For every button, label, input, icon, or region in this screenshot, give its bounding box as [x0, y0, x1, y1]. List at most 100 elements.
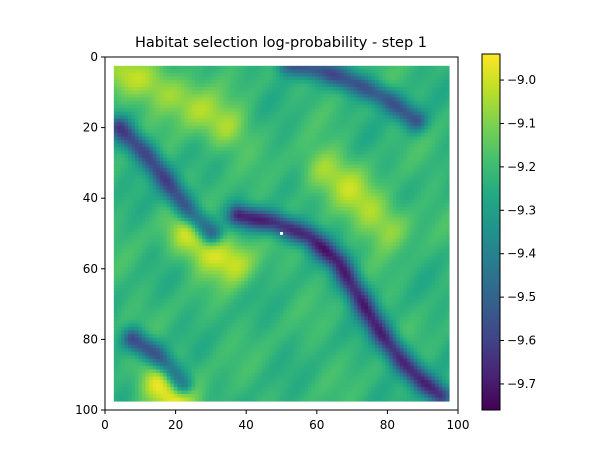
heatmap-cell — [382, 228, 387, 233]
heatmap-cell — [265, 182, 270, 187]
heatmap-cell — [392, 221, 397, 226]
heatmap-cell — [322, 83, 327, 88]
heatmap-cell — [360, 101, 365, 106]
heatmap-cell — [251, 94, 256, 98]
heatmap-cell — [364, 238, 369, 243]
heatmap-cell — [276, 132, 281, 137]
heatmap-cell — [198, 182, 203, 187]
heatmap-cell — [357, 132, 362, 137]
heatmap-cell — [431, 199, 436, 204]
heatmap-cell — [346, 245, 351, 250]
heatmap-cell — [353, 111, 358, 116]
heatmap-cell — [300, 161, 305, 166]
heatmap-cell — [438, 171, 443, 176]
heatmap-cell — [442, 115, 447, 120]
heatmap-cell — [371, 242, 376, 247]
heatmap-cell — [332, 154, 337, 158]
heatmap-cell — [149, 122, 154, 127]
heatmap-cell — [276, 221, 281, 226]
heatmap-cell — [240, 143, 245, 148]
heatmap-cell — [195, 182, 199, 187]
heatmap-cell — [399, 150, 404, 155]
heatmap-cell — [216, 249, 221, 254]
heatmap-cell — [272, 231, 277, 236]
heatmap-cell — [258, 150, 263, 155]
heatmap-cell — [230, 231, 235, 236]
heatmap-cell — [297, 147, 302, 151]
heatmap-cell — [195, 207, 199, 211]
heatmap-cell — [371, 136, 376, 141]
heatmap-cell — [212, 214, 217, 219]
heatmap-cell — [438, 175, 443, 180]
heatmap-cell — [135, 101, 139, 106]
heatmap-cell — [205, 196, 210, 201]
heatmap-cell — [442, 97, 447, 102]
heatmap-cell — [357, 231, 362, 236]
heatmap-cell — [117, 228, 122, 233]
heatmap-cell — [124, 101, 129, 106]
heatmap-cell — [202, 185, 206, 190]
heatmap-cell — [244, 115, 249, 120]
heatmap-cell — [445, 122, 450, 127]
heatmap-cell — [113, 90, 118, 95]
heatmap-cell — [219, 207, 224, 211]
heatmap-cell — [156, 115, 161, 120]
heatmap-cell — [131, 224, 136, 229]
heatmap-cell — [163, 143, 168, 148]
heatmap-cell — [428, 178, 432, 183]
heatmap-cell — [431, 242, 436, 247]
heatmap-cell — [396, 136, 401, 141]
heatmap-cell — [315, 242, 319, 247]
heatmap-cell — [180, 199, 185, 204]
heatmap-cell — [367, 185, 372, 190]
heatmap-cell — [357, 122, 362, 127]
heatmap-cell — [152, 139, 157, 144]
heatmap-cell — [202, 150, 206, 155]
heatmap-cell — [209, 242, 214, 247]
heatmap-cell — [269, 154, 274, 158]
heatmap-cell — [424, 210, 429, 215]
heatmap-cell — [195, 104, 199, 109]
heatmap-cell — [406, 157, 411, 162]
heatmap-cell — [286, 228, 291, 233]
heatmap-cell — [124, 115, 129, 120]
heatmap-cell — [216, 76, 221, 81]
heatmap-cell — [300, 94, 305, 98]
heatmap-cell — [184, 171, 189, 176]
heatmap-cell — [360, 189, 365, 194]
heatmap-cell — [283, 228, 288, 233]
heatmap-cell — [382, 199, 387, 204]
heatmap-cell — [191, 72, 196, 77]
heatmap-cell — [315, 147, 319, 151]
heatmap-cell — [163, 189, 168, 194]
heatmap-cell — [272, 185, 277, 190]
heatmap-cell — [424, 83, 429, 88]
heatmap-cell — [170, 157, 175, 162]
heatmap-cell — [113, 111, 118, 116]
heatmap-cell — [424, 196, 429, 201]
heatmap-cell — [120, 115, 125, 120]
heatmap-cell — [283, 150, 288, 155]
heatmap-cell — [332, 147, 337, 151]
heatmap-cell — [223, 136, 228, 141]
heatmap-cell — [262, 168, 267, 173]
heatmap-cell — [131, 238, 136, 243]
heatmap-cell — [286, 185, 291, 190]
heatmap-cell — [392, 245, 397, 250]
heatmap-cell — [311, 224, 316, 229]
heatmap-cell — [339, 108, 344, 113]
heatmap-cell — [417, 132, 422, 137]
heatmap-cell — [177, 185, 182, 190]
heatmap-cell — [163, 122, 168, 127]
heatmap-cell — [159, 154, 164, 158]
heatmap-cell — [343, 182, 348, 187]
heatmap-cell — [127, 154, 132, 158]
heatmap-cell — [413, 175, 418, 180]
heatmap-cell — [226, 221, 231, 226]
heatmap-cell — [332, 199, 337, 204]
heatmap-cell — [198, 97, 203, 102]
heatmap-cell — [117, 69, 122, 74]
heatmap-cell — [265, 231, 270, 236]
heatmap-cell — [205, 143, 210, 148]
heatmap-cell — [410, 118, 415, 123]
